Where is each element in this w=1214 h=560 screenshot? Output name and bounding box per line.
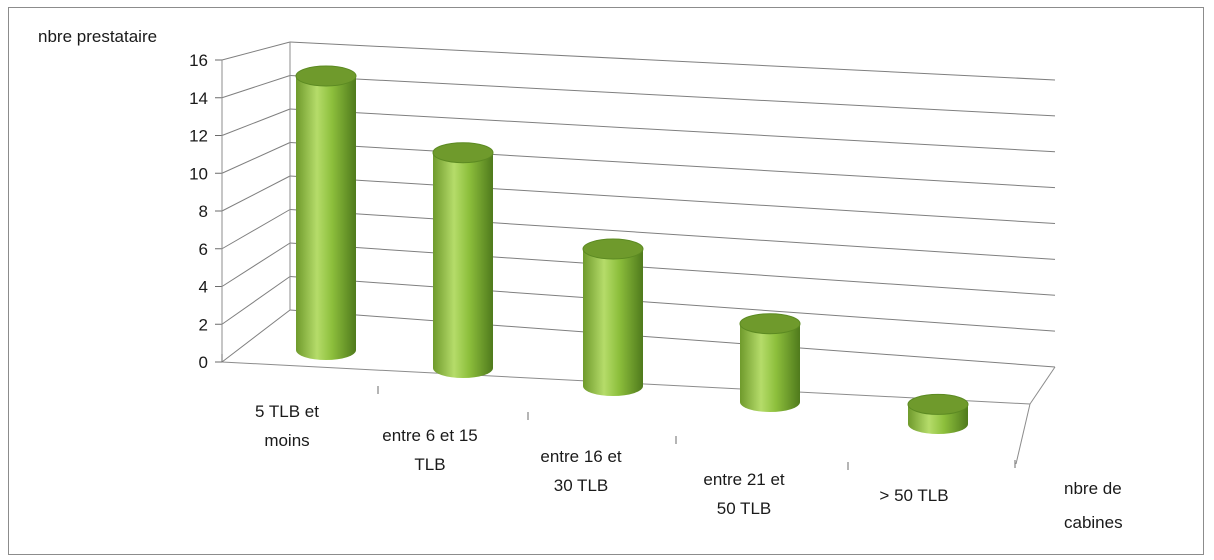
grid-line-back-0	[289, 309, 1056, 368]
x-category-label: 50 TLB	[717, 499, 772, 518]
grid-line-left-0	[221, 309, 291, 363]
bar-top-4	[907, 393, 969, 415]
y-axis-title: nbre prestataire	[38, 27, 157, 46]
y-tick-label: 0	[199, 353, 208, 372]
grid-line-back-1	[289, 276, 1056, 332]
y-tick-label: 16	[189, 51, 208, 70]
x-category-label: entre 21 et	[703, 470, 785, 489]
grid-line-left-1	[221, 276, 291, 325]
bar-4	[907, 393, 969, 434]
grid-lines	[221, 41, 1056, 368]
x-category-label: entre 6 et 15	[382, 426, 477, 445]
labels: nbre prestataire nbre de cabines 0 2 4 6 8 10…	[38, 27, 1123, 532]
x-category-label: 5 TLB et	[255, 402, 319, 421]
grid-line-left-8	[221, 41, 291, 61]
x-category-label: moins	[264, 431, 309, 450]
y-tick-label: 10	[189, 164, 208, 183]
floor-right-front-edge	[1015, 403, 1031, 465]
y-tick-label: 12	[189, 127, 208, 146]
y-tick-label: 6	[199, 240, 208, 259]
grid-line-left-7	[221, 75, 291, 99]
x-category-label: 30 TLB	[554, 476, 609, 495]
grid-line-back-5	[289, 142, 1056, 189]
bar-body-3	[740, 323, 800, 412]
grid-line-back-7	[289, 75, 1056, 117]
x-axis-title-line-2: cabines	[1064, 513, 1123, 532]
bar-body-1	[433, 152, 493, 378]
y-tick-label: 14	[189, 89, 208, 108]
bar-top-1	[432, 142, 494, 164]
bar-body-2	[583, 249, 643, 396]
y-tick-label: 8	[199, 202, 208, 221]
bar-0	[295, 65, 357, 360]
bar-1	[432, 142, 494, 378]
bar-top-3	[739, 313, 801, 335]
grid-line-left-5	[221, 142, 291, 174]
bars	[295, 65, 969, 434]
grid-line-back-3	[289, 209, 1056, 260]
grid-line-back-8	[289, 41, 1056, 81]
bar-top-0	[295, 65, 357, 87]
bar-2	[582, 238, 644, 396]
bar-body-0	[296, 76, 356, 360]
grid-line-left-4	[221, 175, 291, 212]
grid-line-back-6	[289, 108, 1056, 153]
grid-line-back-4	[289, 175, 1056, 224]
bar-top-2	[582, 238, 644, 260]
grid-line-left-2	[221, 242, 291, 287]
x-category-label: TLB	[414, 455, 445, 474]
y-tick-label: 2	[199, 315, 208, 334]
bar-3	[739, 313, 801, 412]
floor-right-edge	[1029, 366, 1056, 405]
y-tick-label: 4	[199, 278, 208, 297]
grid-line-back-2	[289, 242, 1056, 296]
x-axis-title-line-1: nbre de	[1064, 479, 1122, 498]
x-category-label: entre 16 et	[540, 447, 622, 466]
grid-line-left-6	[221, 108, 291, 136]
grid-line-left-3	[221, 209, 291, 250]
x-category-label: > 50 TLB	[879, 486, 948, 505]
